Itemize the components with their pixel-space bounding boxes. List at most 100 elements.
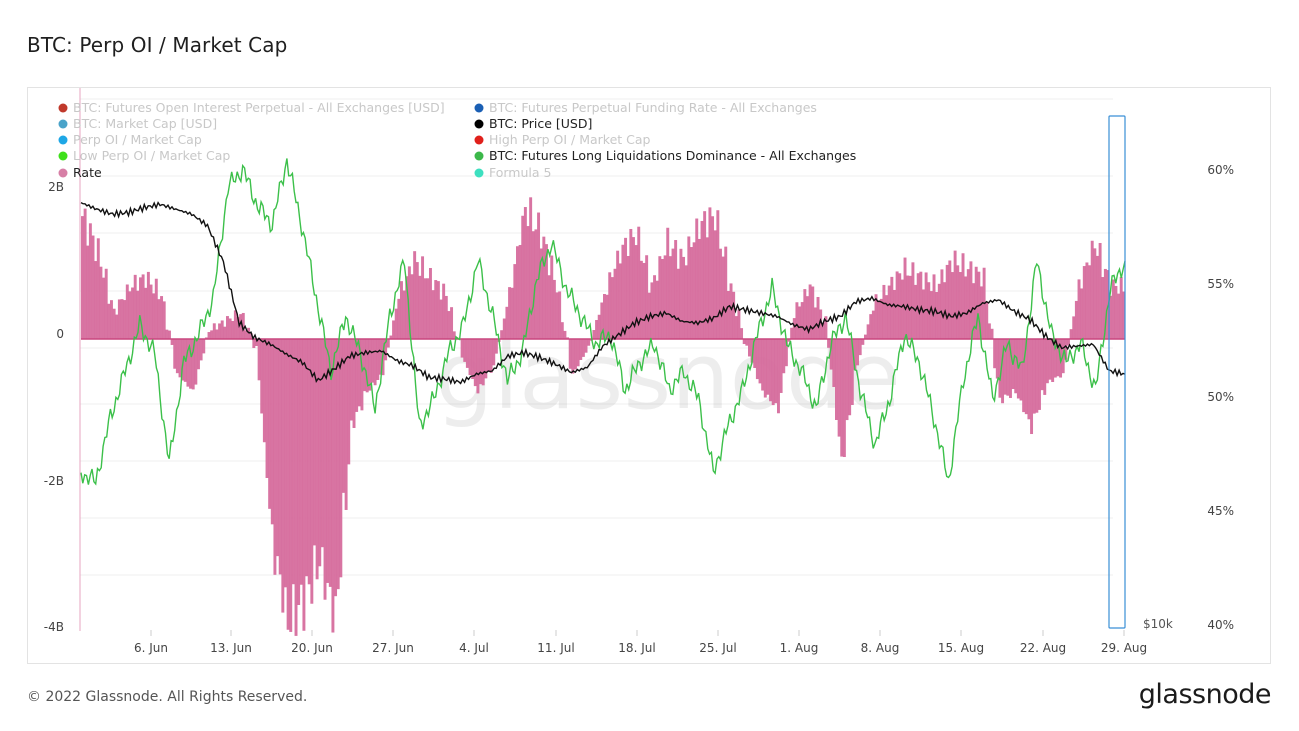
rate-bar (289, 339, 293, 632)
rate-bar (323, 339, 327, 600)
y-left-tick-label: -2B (44, 474, 64, 488)
rate-bar (326, 339, 330, 583)
rate-bar (568, 339, 572, 369)
rate-bar (510, 287, 514, 339)
rate-bar (410, 274, 414, 339)
rate-bar (386, 339, 390, 348)
rate-bar (547, 275, 551, 339)
rate-bar (273, 339, 277, 575)
rate-bar (906, 275, 910, 339)
rate-bar (985, 301, 989, 339)
rate-bar (444, 295, 448, 339)
legend-item[interactable]: Rate (58, 165, 102, 180)
rate-bar (204, 337, 208, 339)
rate-bar (1103, 268, 1107, 339)
legend-item[interactable]: Perp OI / Market Cap (58, 132, 202, 147)
rate-bar (400, 281, 403, 339)
rate-bar (687, 236, 691, 339)
rate-bar (452, 331, 456, 339)
rate-bar (284, 339, 287, 588)
rate-bar (605, 294, 609, 339)
rate-bar (869, 314, 873, 339)
legend-item[interactable]: BTC: Futures Open Interest Perpetual - A… (58, 100, 445, 115)
rate-bar (958, 272, 962, 339)
legend-item[interactable]: Formula 5 (474, 165, 552, 180)
rate-bar (197, 339, 200, 370)
rate-bar (829, 339, 833, 370)
legend-item[interactable]: BTC: Price [USD] (474, 116, 593, 131)
rate-bar (281, 339, 285, 613)
legend-label: Rate (73, 165, 102, 180)
rate-bar (384, 339, 388, 361)
rate-bar (724, 246, 728, 339)
legend-item[interactable]: BTC: Market Cap [USD] (58, 116, 218, 131)
rate-bar (107, 303, 111, 339)
axes: 6. Jun 13. Jun 20. Jun 27. Jun 4. Jul 11. Jul… (44, 88, 1234, 655)
rate-bar (987, 323, 991, 339)
rate-bar (676, 268, 680, 339)
rate-bar (170, 339, 174, 345)
rate-bar (426, 278, 430, 339)
rate-bar (168, 330, 171, 339)
rate-bar (1119, 276, 1123, 339)
rate-bar (716, 210, 720, 339)
rate-bar (320, 339, 324, 548)
rate-bar (173, 339, 177, 369)
x-tick-label: 13. Jun (210, 641, 252, 655)
legend-item[interactable]: Low Perp OI / Market Cap (58, 148, 231, 163)
rate-bar (1006, 339, 1010, 396)
rate-bar (887, 285, 891, 339)
rate-bar (231, 321, 235, 339)
rate-bar (576, 339, 580, 367)
rate-bar (1122, 291, 1126, 339)
rate-bar (152, 293, 156, 339)
rate-bar (160, 296, 164, 339)
legend-item[interactable]: High Perp OI / Market Cap (474, 132, 651, 147)
rate-bar (745, 339, 749, 346)
rate-bar (357, 339, 361, 407)
rate-bar (726, 291, 730, 339)
range-selector-handle[interactable] (1108, 115, 1126, 629)
rate-bar (144, 287, 148, 339)
legend-swatch (58, 135, 68, 145)
rate-bar (199, 339, 203, 361)
rate-bar (674, 240, 678, 339)
rate-bar (120, 299, 124, 339)
legend-item[interactable]: BTC: Futures Perpetual Funding Rate - Al… (474, 100, 817, 115)
rate-bar (742, 339, 746, 345)
legend-label: High Perp OI / Market Cap (489, 132, 651, 147)
legend-swatch (58, 168, 68, 178)
rate-bar (856, 339, 860, 366)
rate-bar (613, 268, 617, 339)
rate-bar (618, 263, 622, 339)
rate-bar (434, 280, 438, 339)
legend-swatch (474, 103, 484, 113)
y-right-tick-label: 55% (1207, 277, 1234, 291)
rate-bar (423, 278, 427, 339)
rate-bar (1067, 339, 1070, 346)
rate-bar (995, 339, 999, 379)
rate-bar (318, 339, 322, 567)
liquidations-dominance-line (80, 158, 1126, 486)
rate-bar (360, 339, 364, 411)
rate-bar (1117, 293, 1121, 339)
rate-bar (371, 339, 374, 383)
glassnode-logo[interactable]: glassnode (1138, 679, 1272, 710)
rate-bar (110, 300, 113, 339)
rate-bar (864, 334, 867, 339)
rate-bar (758, 339, 762, 384)
rate-bar (1001, 339, 1005, 404)
rate-bar (123, 300, 127, 339)
rate-bar (1077, 279, 1081, 339)
rate-bar (247, 327, 251, 339)
legend-item[interactable]: BTC: Futures Long Liquidations Dominance… (474, 148, 857, 163)
rate-bar (1064, 339, 1068, 360)
rate-bar (616, 250, 620, 339)
rate-bar (397, 298, 401, 339)
legend-swatch (474, 168, 484, 178)
legend[interactable]: BTC: Futures Open Interest Perpetual - A… (58, 100, 857, 180)
rate-bar (125, 284, 129, 339)
rate-bar (784, 339, 788, 367)
rate-bar (1038, 339, 1041, 410)
legend-label: BTC: Price [USD] (489, 116, 592, 131)
